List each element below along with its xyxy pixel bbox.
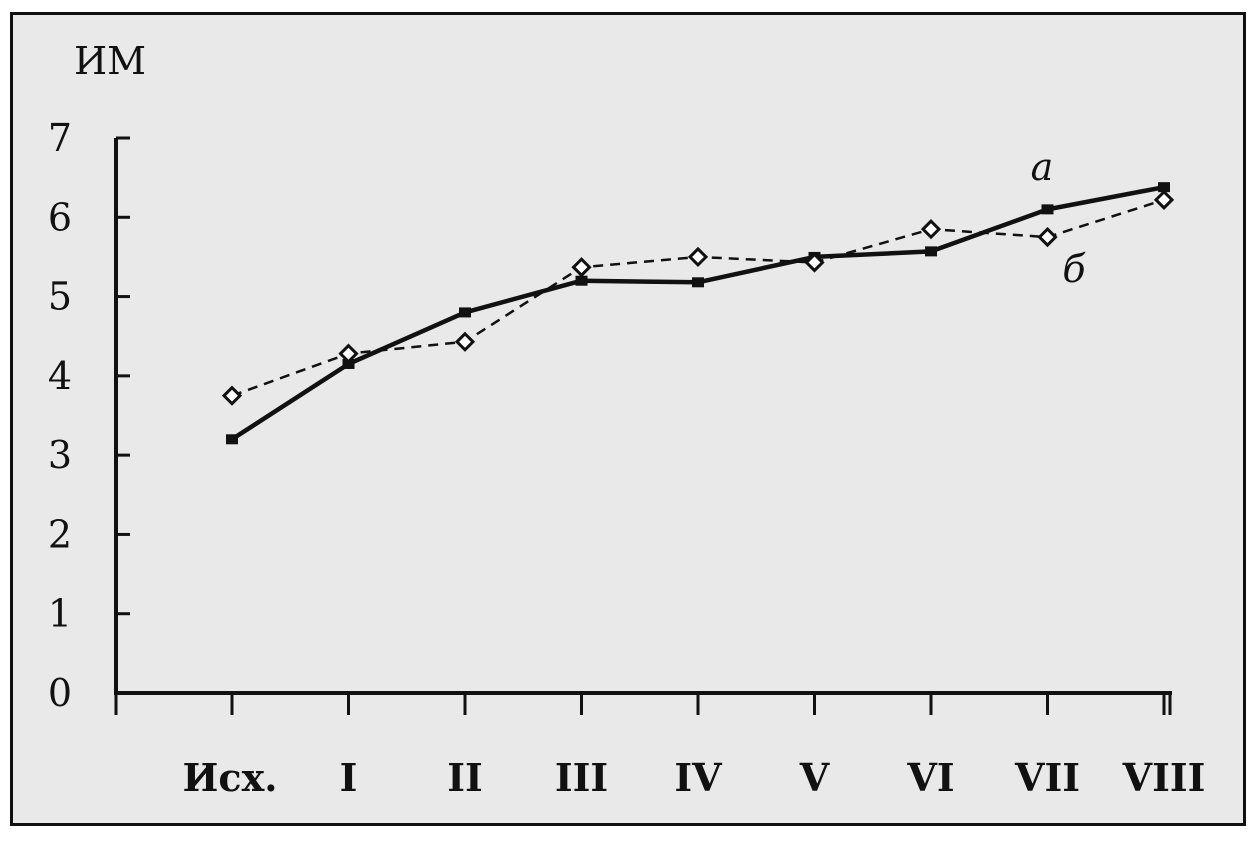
y-tick-label: 7 (48, 116, 72, 160)
y-tick-label: 6 (48, 195, 72, 239)
y-axis-title: ИМ (74, 39, 146, 83)
series-b-line (231, 198, 1165, 397)
x-tick-label: IV (674, 755, 723, 800)
y-tick-label: 5 (48, 275, 72, 319)
x-tick-label: I (340, 755, 358, 800)
x-tick-label: II (447, 755, 483, 800)
series-a-point (692, 277, 704, 288)
x-ticks: Исх. I II III IV V VI VII VIII (114, 693, 1206, 800)
x-tick-label: Исх. (183, 755, 278, 800)
series-a-line (230, 184, 1165, 442)
series-b-point (454, 331, 476, 352)
x-tick-label: VIII (1122, 755, 1206, 800)
series-b-point (804, 252, 825, 273)
series-b-point (1037, 226, 1058, 248)
x-tick-label: VI (906, 755, 954, 800)
series-layer (221, 182, 1175, 445)
series-a-point (925, 246, 937, 257)
series-a-point (1158, 182, 1170, 193)
series-labels: аб (1031, 145, 1087, 291)
series-a-point (342, 358, 355, 369)
y-tick-label: 1 (48, 592, 72, 636)
series-a-label: а (1031, 145, 1054, 189)
x-tick-label: V (799, 755, 831, 800)
chart-frame (10, 12, 1246, 826)
y-tick-label: 4 (48, 354, 72, 398)
series-b-label: б (1062, 247, 1086, 291)
y-tick-label: 3 (48, 433, 72, 477)
y-ticks: 0 1 2 3 4 5 6 7 (48, 116, 130, 715)
x-tick-label: VII (1014, 755, 1080, 800)
series-a-point (459, 307, 471, 318)
series-b-point (221, 385, 243, 406)
chart-axes (114, 138, 1172, 695)
series-a-point (575, 275, 588, 286)
series-a-point (226, 434, 238, 445)
series-b-point (1153, 189, 1175, 210)
y-tick-label: 2 (48, 512, 72, 556)
series-a-point (1041, 204, 1054, 215)
x-tick-label: III (555, 755, 608, 800)
series-b-point (338, 343, 359, 364)
series-b-point (571, 257, 592, 278)
series-b-point (920, 219, 942, 240)
y-tick-label: 0 (48, 671, 72, 715)
series-b-point (687, 246, 709, 268)
